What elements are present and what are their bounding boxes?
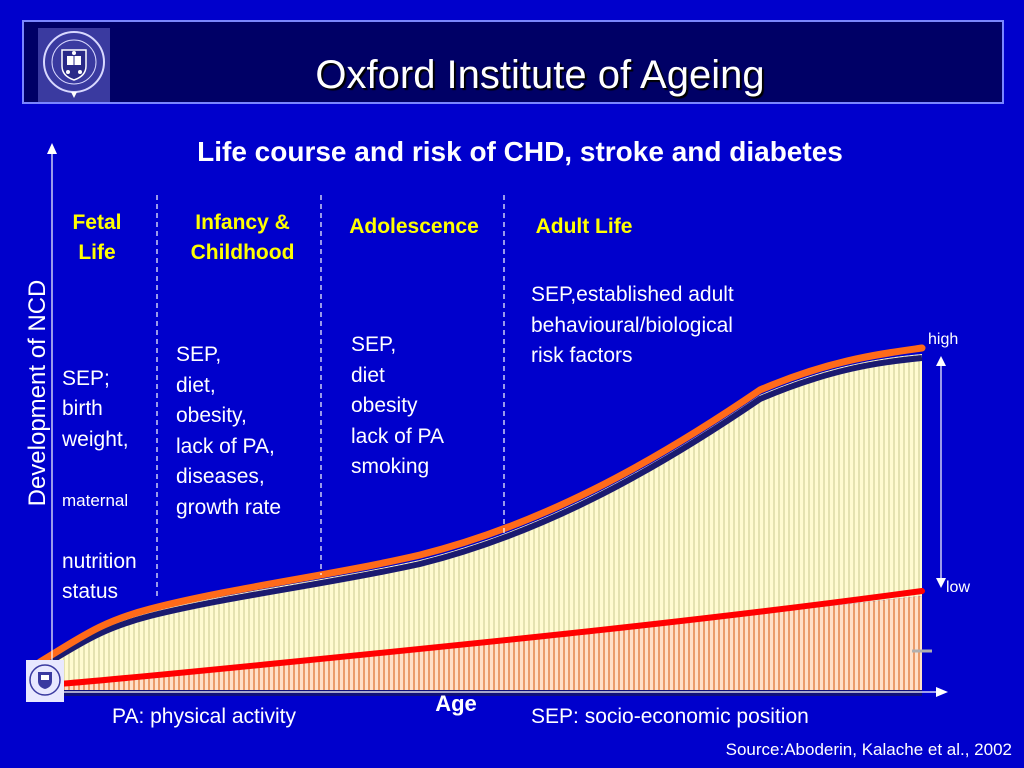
oxford-crest-logo: [38, 28, 110, 102]
adult-risk-factors: SEP,established adult behavioural/biolog…: [531, 283, 734, 367]
small-crest-logo: [26, 660, 64, 702]
baseline-strip: [46, 690, 922, 696]
stage-infancy-childhood: Infancy & Childhood: [190, 211, 295, 264]
source-citation: Source:Aboderin, Kalache et al., 2002: [725, 740, 1012, 759]
range-low-label: low: [946, 579, 971, 596]
high-curve-shadow: [44, 355, 923, 667]
range-high-label: high: [928, 331, 959, 348]
low-risk-curve: [43, 588, 925, 688]
range-arrow-down: [936, 578, 946, 588]
x-axis-label: Age: [435, 691, 477, 716]
header-band: [22, 20, 1004, 104]
fetal-factors-rest: nutrition status: [62, 549, 137, 604]
y-axis-arrow: [47, 143, 57, 154]
footnote-physical-activity: PA: physical activity: [112, 705, 297, 728]
stage-adult-life: Adult Life: [535, 215, 633, 238]
page-title: Oxford Institute of Ageing: [315, 53, 765, 97]
high-risk-curve: [36, 344, 926, 666]
fetal-factors-main: SEP; birth weight,: [62, 366, 129, 451]
stage-adolescence: Adolescence: [349, 215, 479, 238]
x-axis-arrow: [936, 687, 948, 697]
range-arrow-up: [936, 356, 946, 366]
diagram-subtitle: Life course and risk of CHD, stroke and …: [197, 136, 843, 167]
infancy-risk-factors: SEP, diet, obesity, lack of PA, diseases…: [176, 343, 282, 519]
adolescence-risk-factors: SEP, diet obesity lack of PA smoking: [351, 333, 444, 478]
footnote-socio-economic: SEP: socio-economic position: [531, 705, 809, 728]
y-axis-label: Development of NCD: [24, 279, 51, 507]
stage-fetal-life: Fetal Life: [72, 211, 122, 264]
fetal-factors-maternal: maternal: [62, 490, 129, 510]
fetal-risk-factors: SEP; birth weight, maternal nutrition st…: [62, 333, 157, 638]
